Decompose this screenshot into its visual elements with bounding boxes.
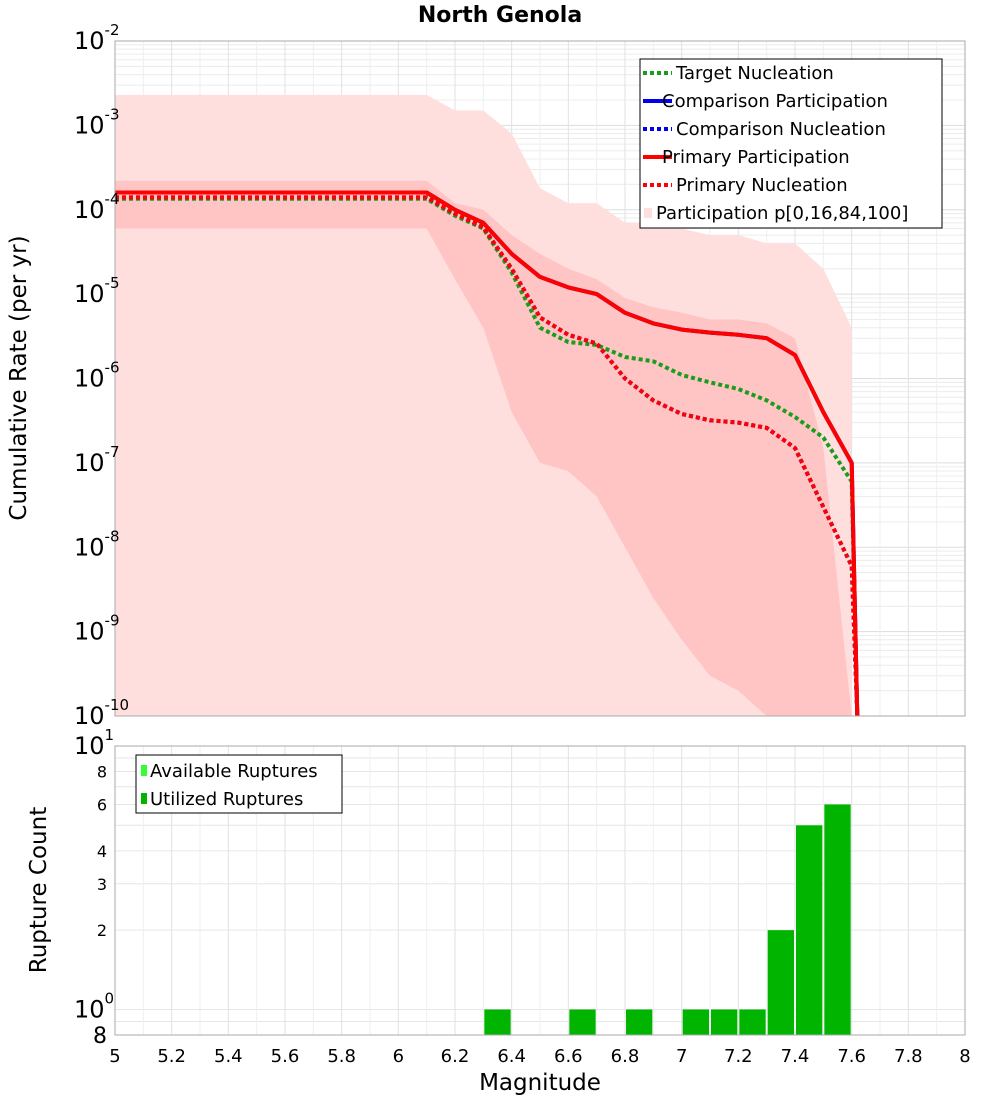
legend-label: Primary Participation	[662, 147, 850, 168]
legend-label: Target Nucleation	[675, 63, 834, 84]
top-y-tick-exponent: -5	[105, 274, 120, 292]
bottom-y-minor-tick-label: 6	[97, 795, 107, 814]
top-y-tick-base: 10	[74, 196, 105, 224]
top-y-tick-label: 10-7	[74, 443, 120, 477]
bottom-y-tick-base: 10	[74, 732, 105, 760]
top-y-tick-base: 10	[74, 111, 105, 139]
x-tick-label: 7.8	[894, 1046, 923, 1067]
top-y-tick-base: 10	[74, 618, 105, 646]
top-y-axis-title: Cumulative Rate (per yr)	[6, 235, 32, 520]
top-y-tick-base: 10	[74, 365, 105, 393]
rupture-bar	[796, 825, 823, 1035]
bottom-y-tick-label: 100	[74, 989, 114, 1023]
top-y-tick-label: 10-9	[74, 612, 120, 646]
top-y-tick-exponent: -2	[105, 21, 120, 39]
bottom-y-minor-tick-label: 4	[97, 842, 107, 861]
bottom-y-minor-tick-label: 3	[97, 875, 107, 894]
bottom-y-tick-exponent: 0	[105, 989, 115, 1007]
top-y-tick-base: 10	[74, 702, 105, 730]
rupture-bar	[824, 804, 851, 1035]
rupture-bar	[569, 1009, 596, 1035]
rupture-bar	[626, 1009, 653, 1035]
x-tick-label: 6.6	[554, 1046, 583, 1067]
primary-participation-line	[115, 190, 860, 717]
top-lines	[115, 190, 860, 717]
top-y-tick-base: 10	[74, 280, 105, 308]
x-tick-label: 7.6	[837, 1046, 866, 1067]
bottom-x-ticks: 5 5.2 5.4 5.6 5.8 6 6.2 6.4 6.6 6.8 7 7.2 7.4 7.6 7.8 8	[109, 1046, 970, 1067]
top-legend-box	[639, 58, 943, 229]
top-legend: Target Nucleation Comparison Participatio…	[639, 58, 943, 229]
x-tick-label: 7	[676, 1046, 687, 1067]
top-y-tick-label: 10-5	[74, 274, 120, 308]
bottom-y-axis-title: Rupture Count	[26, 807, 52, 973]
top-y-tick-label: 10-6	[74, 359, 120, 393]
rupture-bar	[739, 1009, 766, 1035]
top-y-tick-label: 10-8	[74, 527, 120, 561]
top-y-tick-label: 10-2	[74, 21, 120, 55]
legend-label: Utilized Ruptures	[150, 789, 303, 810]
target-nucleation-line	[115, 196, 860, 717]
bottom-bars	[484, 804, 851, 1035]
top-y-tick-base: 10	[74, 449, 105, 477]
top-y-tick-exponent: -3	[105, 105, 120, 123]
rupture-bar	[711, 1009, 738, 1035]
x-tick-label: 5	[109, 1046, 120, 1067]
legend-label: Comparison Nucleation	[676, 119, 886, 140]
legend-swatch-box	[141, 793, 147, 804]
bottom-y-floor-tick-label: 8	[93, 1024, 107, 1049]
x-axis-title: Magnitude	[479, 1070, 601, 1096]
top-y-tick-label: 10-10	[74, 696, 129, 730]
top-y-tick-exponent: -9	[105, 612, 120, 630]
bottom-y-tick-exponent: 1	[105, 726, 115, 744]
chart-title: North Genola	[418, 3, 582, 28]
x-tick-label: 8	[959, 1046, 970, 1067]
top-y-tick-label: 10-4	[74, 190, 120, 224]
bottom-y-tick-label: 101	[74, 726, 114, 760]
top-bands	[115, 94, 852, 716]
x-tick-label: 5.6	[271, 1046, 300, 1067]
bottom-legend-box	[135, 754, 343, 814]
x-tick-label: 6.4	[497, 1046, 526, 1067]
top-plot-frame	[114, 40, 966, 717]
x-tick-label: 6.2	[441, 1046, 470, 1067]
legend-label: Participation p[0,16,84,100]	[656, 203, 908, 224]
x-tick-label: 5.8	[327, 1046, 356, 1067]
top-y-tick-exponent: -7	[105, 443, 120, 461]
legend-label: Primary Nucleation	[676, 175, 848, 196]
rupture-bar	[682, 1009, 709, 1035]
top-y-tick-exponent: -6	[105, 359, 120, 377]
top-y-tick-exponent: -8	[105, 527, 120, 545]
legend-swatch-box	[141, 765, 147, 776]
top-y-tick-base: 10	[74, 27, 105, 55]
band-p16-p84	[115, 180, 852, 716]
rupture-bar	[767, 930, 794, 1035]
x-tick-label: 6.8	[611, 1046, 640, 1067]
bottom-y-minor-tick-label: 8	[97, 763, 107, 782]
bottom-y-minor-tick-label: 2	[97, 921, 107, 940]
top-y-tick-label: 10-3	[74, 105, 120, 139]
bottom-legend: Available Ruptures Utilized Ruptures	[135, 754, 343, 814]
bottom-plot-frame	[114, 745, 966, 1036]
x-tick-label: 5.2	[157, 1046, 186, 1067]
legend-label: Comparison Participation	[662, 91, 888, 112]
x-tick-label: 7.4	[781, 1046, 810, 1067]
x-tick-label: 7.2	[724, 1046, 753, 1067]
legend-swatch-band	[644, 208, 652, 218]
top-y-tick-base: 10	[74, 533, 105, 561]
legend-label: Available Ruptures	[150, 761, 318, 782]
bottom-y-tick-base: 10	[74, 995, 105, 1023]
top-y-tick-exponent: -4	[105, 190, 120, 208]
x-tick-label: 6	[393, 1046, 404, 1067]
x-tick-label: 5.4	[214, 1046, 243, 1067]
rupture-bar	[484, 1009, 511, 1035]
top-y-tick-exponent: -10	[105, 696, 130, 714]
